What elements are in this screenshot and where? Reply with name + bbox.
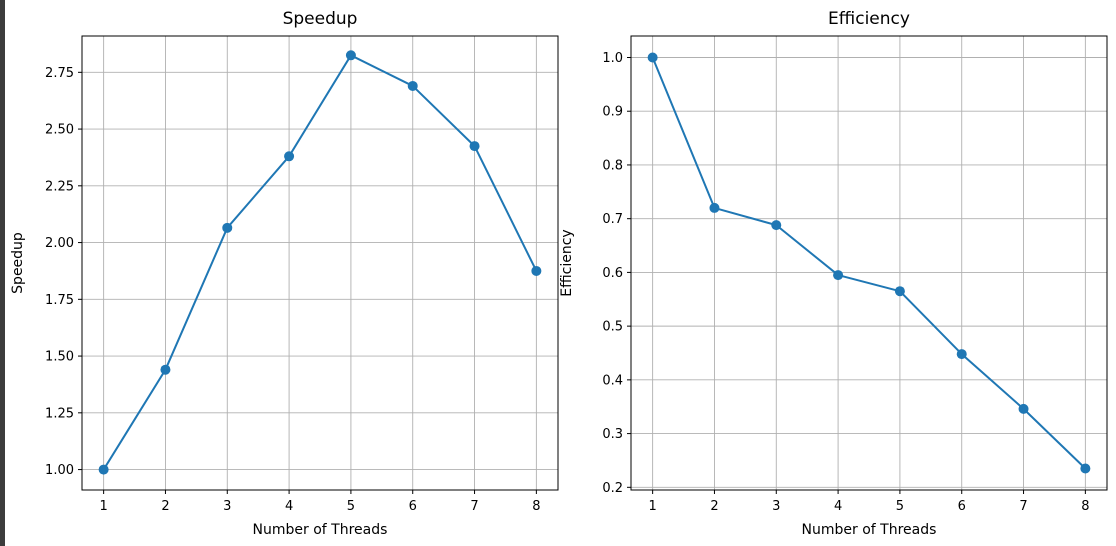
- x-tick-label: 4: [834, 499, 842, 514]
- y-tick-label: 1.0: [602, 51, 623, 66]
- data-point: [956, 349, 967, 360]
- series-line: [651, 57, 1087, 470]
- x-axis-label: Number of Threads: [802, 522, 937, 538]
- y-tick-label: 1.25: [45, 406, 74, 421]
- y-tick-label: 0.3: [602, 427, 623, 442]
- x-axis-label: Number of Threads: [253, 522, 388, 538]
- x-tick-label: 1: [99, 499, 107, 514]
- axes-frame: [81, 35, 559, 491]
- y-tick-label: 1.75: [45, 293, 74, 308]
- y-tick-label: 1.00: [45, 463, 74, 478]
- y-axis-label: Efficiency: [559, 229, 575, 296]
- data-point: [709, 202, 720, 213]
- data-point: [407, 80, 418, 91]
- x-tick-label: 1: [648, 499, 656, 514]
- series-line: [102, 54, 538, 471]
- y-tick-label: 2.00: [45, 236, 74, 251]
- x-tick-label: 6: [958, 499, 966, 514]
- x-tick-label: 8: [532, 499, 540, 514]
- x-tick-label: 8: [1081, 499, 1089, 514]
- x-tick-label: 5: [347, 499, 355, 514]
- x-tick-label: 3: [223, 499, 231, 514]
- data-point: [531, 265, 542, 276]
- y-tick-label: 2.50: [45, 123, 74, 138]
- y-tick-label: 2.75: [45, 66, 74, 81]
- y-axis-label: Speedup: [10, 232, 26, 294]
- y-tick-label: 0.9: [602, 105, 623, 120]
- data-point: [1080, 463, 1091, 474]
- x-tick-label: 7: [470, 499, 478, 514]
- x-tick-label: 7: [1019, 499, 1027, 514]
- x-tick-label: 4: [285, 499, 293, 514]
- data-point: [894, 286, 905, 297]
- x-tick-label: 6: [409, 499, 417, 514]
- data-point: [1018, 403, 1029, 414]
- data-point: [160, 364, 171, 375]
- x-tick-label: 2: [710, 499, 718, 514]
- window-edge: [0, 0, 5, 546]
- data-point: [98, 464, 109, 475]
- y-tick-label: 0.4: [602, 373, 623, 388]
- y-tick-label: 0.6: [602, 266, 623, 281]
- y-tick-label: 2.25: [45, 179, 74, 194]
- y-tick-label: 0.8: [602, 158, 623, 173]
- chart-title: Speedup: [283, 9, 358, 29]
- x-tick-label: 2: [161, 499, 169, 514]
- x-tick-label: 3: [772, 499, 780, 514]
- data-point: [345, 50, 356, 61]
- data-point: [222, 222, 233, 233]
- axes-frame: [630, 35, 1108, 491]
- data-point: [771, 220, 782, 231]
- y-tick-label: 0.7: [602, 212, 623, 227]
- data-point: [469, 141, 480, 152]
- y-tick-label: 0.5: [602, 320, 623, 335]
- data-point: [647, 52, 658, 63]
- data-point: [833, 270, 844, 281]
- x-tick-label: 5: [896, 499, 904, 514]
- data-point: [284, 151, 295, 162]
- y-tick-label: 0.2: [602, 481, 623, 496]
- chart-title: Efficiency: [828, 9, 910, 29]
- y-tick-label: 1.50: [45, 350, 74, 365]
